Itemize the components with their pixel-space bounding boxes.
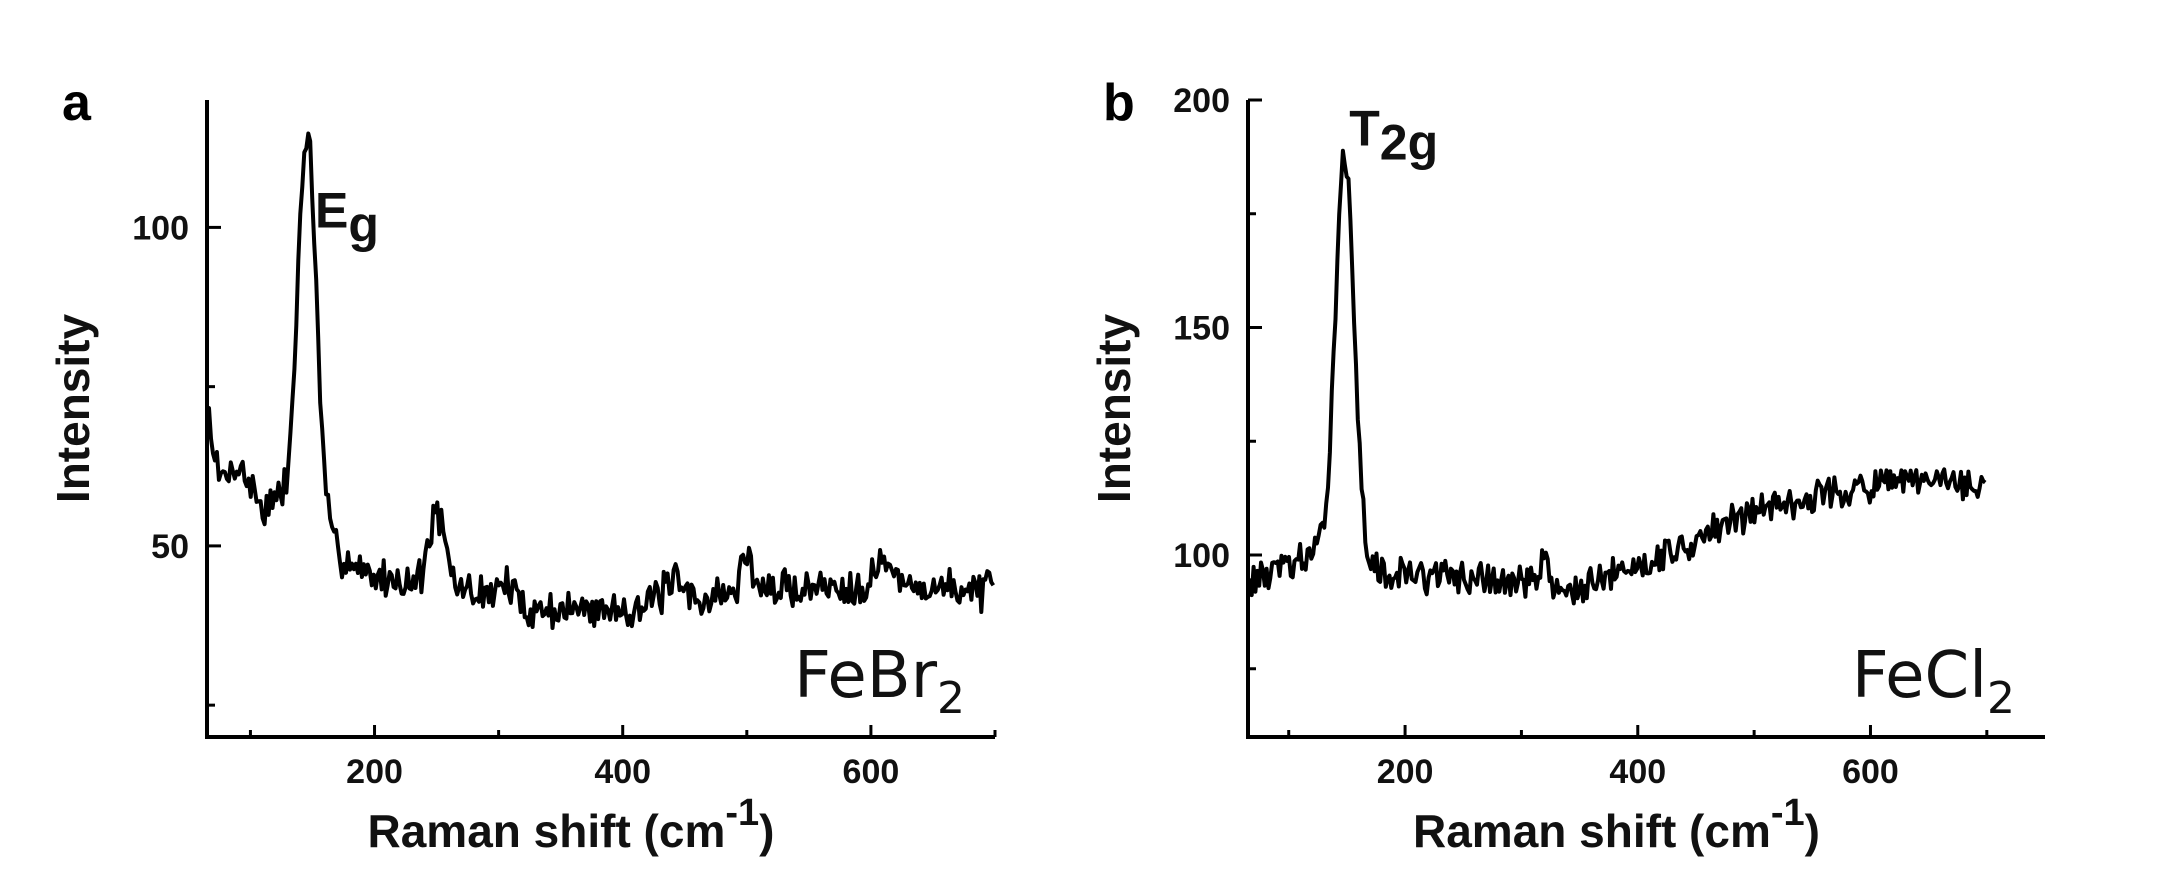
y-axis-title: Intensity	[47, 314, 99, 504]
panel-a-febr2: a 200 400 600 50 100 Raman shift (cm-1) Intensi…	[47, 74, 997, 857]
y-tick-label: 100	[1173, 537, 1230, 575]
x-tick-label: 200	[1377, 753, 1434, 791]
x-axis-title-close: )	[759, 805, 774, 857]
y-tick-label: 200	[1173, 82, 1230, 120]
y-tick-label: 50	[151, 528, 189, 566]
peak-label: T2g	[1349, 101, 1438, 171]
panel-letter: a	[62, 74, 92, 132]
x-axis-title: Raman shift (cm-1)	[368, 792, 775, 857]
x-tick-label: 200	[346, 753, 403, 791]
x-axis-title: Raman shift (cm-1)	[1413, 792, 1820, 857]
x-axis-title-superscript: -1	[1771, 792, 1805, 834]
y-tick-label: 150	[1173, 310, 1230, 348]
y-axis-title: Intensity	[1088, 314, 1140, 504]
raman-spectrum-line	[1246, 148, 1987, 606]
peak-label-subscript: g	[348, 196, 379, 252]
panel-letter: b	[1103, 74, 1135, 132]
sample-label: FeBr2	[794, 639, 965, 724]
x-tick-label: 400	[594, 753, 651, 791]
sample-label-subscript: 2	[1987, 673, 2015, 724]
y-tick-label: 100	[132, 209, 189, 247]
peak-label-subscript: 2g	[1380, 115, 1438, 171]
sample-label-subscript: 2	[937, 673, 965, 724]
x-axis-title-superscript: -1	[725, 792, 759, 834]
sample-label: FeCl2	[1852, 639, 2015, 724]
x-tick-label: 600	[843, 753, 900, 791]
x-tick-label: 600	[1842, 753, 1899, 791]
raman-spectrum-line	[206, 131, 995, 630]
x-axis-title-close: )	[1805, 805, 1820, 857]
peak-label: Eg	[315, 182, 379, 252]
x-tick-label: 400	[1609, 753, 1666, 791]
